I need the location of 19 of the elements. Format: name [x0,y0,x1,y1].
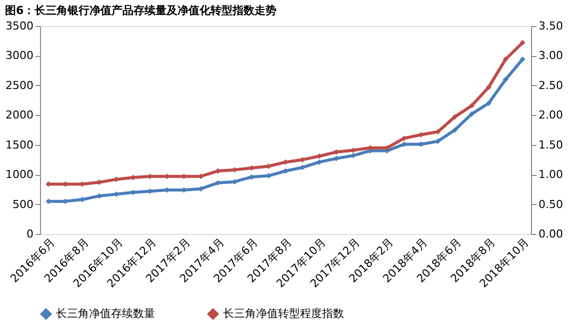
y2-tick-label: 3.00 [538,49,563,62]
y2-tick-label: 1.50 [538,138,563,152]
y-tick-label: 2500 [6,78,34,92]
y-tick-label: 500 [12,198,34,211]
y2-tick-label: 1.00 [538,168,563,182]
y-tick-label: 1000 [6,168,34,182]
y-tick-label: 1500 [6,138,34,152]
y2-tick-label: 2.00 [538,108,563,122]
y2-tick-label: 0.00 [538,228,563,240]
y2-tick-label: 3.50 [538,20,563,32]
chart-title: 图6：长三角银行净值产品存续量及净值化转型指数走势 [5,4,277,17]
y2-tick-label: 2.50 [538,78,563,92]
legend-label: 长三角净值转型程度指数 [223,307,344,320]
y2-tick-label: 0.50 [538,198,563,211]
y-tick-label: 0 [26,228,34,240]
y-tick-label: 3000 [6,49,34,62]
y-tick-label: 3500 [6,20,34,32]
y-tick-label: 2000 [6,108,34,122]
legend-label: 长三角净值存续数量 [56,307,155,320]
